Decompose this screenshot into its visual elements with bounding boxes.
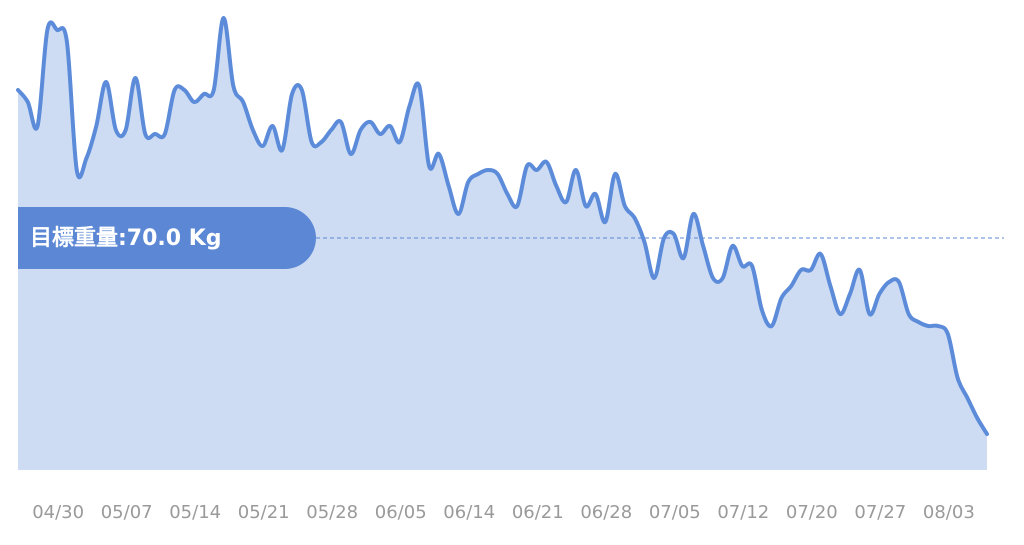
x-tick-label: 06/21 <box>512 502 564 523</box>
line <box>16 15 989 436</box>
x-tick-label: 07/12 <box>717 502 769 523</box>
x-tick-label: 06/28 <box>580 502 632 523</box>
x-tick-label: 08/03 <box>923 502 975 523</box>
x-tick-label: 07/20 <box>786 502 838 523</box>
x-tick-label: 07/27 <box>854 502 906 523</box>
x-tick-label: 06/14 <box>443 502 495 523</box>
x-tick-label: 06/05 <box>375 502 427 523</box>
x-tick-label: 05/14 <box>169 502 221 523</box>
target-label: 目標重量:70.0 Kg <box>30 226 222 251</box>
x-tick-label: 04/30 <box>32 502 84 523</box>
x-tick-label: 05/07 <box>101 502 153 523</box>
x-tick-label: 05/28 <box>306 502 358 523</box>
area <box>18 17 987 470</box>
x-tick-label: 05/21 <box>238 502 290 523</box>
target-badge <box>18 207 316 269</box>
x-tick-label: 07/05 <box>649 502 701 523</box>
